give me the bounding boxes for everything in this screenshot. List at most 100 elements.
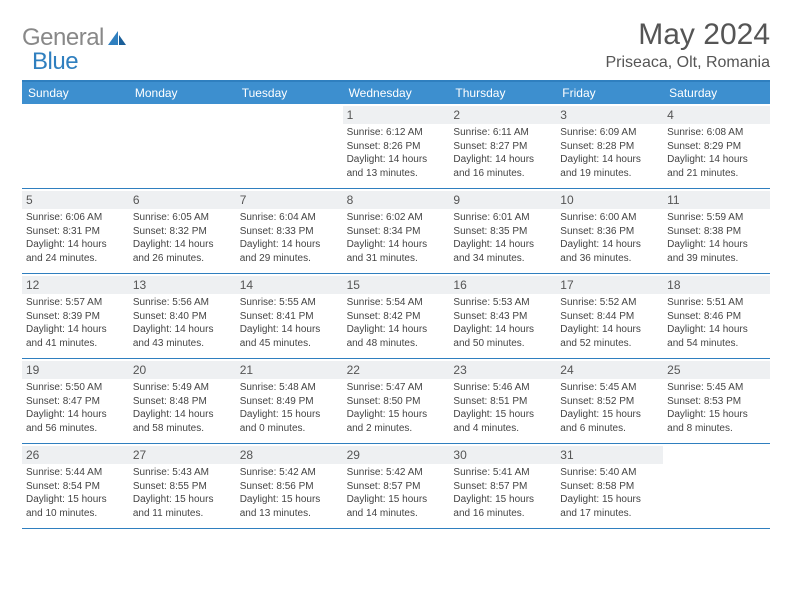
day-sunrise: Sunrise: 6:00 AM [560, 211, 659, 225]
day-sunset: Sunset: 8:42 PM [347, 310, 446, 324]
day-cell [129, 104, 236, 188]
day-sunrise: Sunrise: 5:55 AM [240, 296, 339, 310]
day-day2: and 54 minutes. [667, 337, 766, 351]
day-sunrise: Sunrise: 5:45 AM [560, 381, 659, 395]
day-cell: 24Sunrise: 5:45 AMSunset: 8:52 PMDayligh… [556, 359, 663, 443]
day-body: Sunrise: 5:50 AMSunset: 8:47 PMDaylight:… [26, 381, 125, 435]
day-cell: 10 Sunrise: 6:00 AMSunset: 8:36 PMDayligh… [556, 189, 663, 273]
day-number: 26 [22, 446, 129, 464]
day-number: 9 [449, 191, 556, 209]
week-row: 19Sunrise: 5:50 AMSunset: 8:47 PMDayligh… [22, 359, 770, 444]
day-sunset: Sunset: 8:35 PM [453, 225, 552, 239]
day-body: Sunrise: 6:08 AMSunset: 8:29 PMDaylight:… [667, 126, 766, 180]
day-day1: Daylight: 14 hours [667, 323, 766, 337]
logo: General [22, 18, 130, 52]
day-cell: 21Sunrise: 5:48 AMSunset: 8:49 PMDayligh… [236, 359, 343, 443]
day-day2: and 36 minutes. [560, 252, 659, 266]
day-sunrise: Sunrise: 6:04 AM [240, 211, 339, 225]
day-body: Sunrise: 5:56 AMSunset: 8:40 PMDaylight:… [133, 296, 232, 350]
day-day1: Daylight: 14 hours [560, 323, 659, 337]
day-sunrise: Sunrise: 6:05 AM [133, 211, 232, 225]
day-sunrise: Sunrise: 5:43 AM [133, 466, 232, 480]
day-day2: and 17 minutes. [560, 507, 659, 521]
day-sunset: Sunset: 8:33 PM [240, 225, 339, 239]
day-body: Sunrise: 5:44 AMSunset: 8:54 PMDaylight:… [26, 466, 125, 520]
day-number: 25 [663, 361, 770, 379]
day-day1: Daylight: 15 hours [240, 408, 339, 422]
day-body: Sunrise: 5:51 AMSunset: 8:46 PMDaylight:… [667, 296, 766, 350]
day-cell: 1Sunrise: 6:12 AMSunset: 8:26 PMDaylight… [343, 104, 450, 188]
weekday-saturday: Saturday [663, 82, 770, 104]
day-number: 7 [236, 191, 343, 209]
logo-text-blue: Blue [32, 48, 78, 75]
day-sunrise: Sunrise: 5:47 AM [347, 381, 446, 395]
day-cell: 7Sunrise: 6:04 AMSunset: 8:33 PMDaylight… [236, 189, 343, 273]
day-day1: Daylight: 15 hours [240, 493, 339, 507]
day-day1: Daylight: 14 hours [133, 238, 232, 252]
day-sunrise: Sunrise: 5:51 AM [667, 296, 766, 310]
day-day2: and 26 minutes. [133, 252, 232, 266]
day-sunrise: Sunrise: 5:42 AM [240, 466, 339, 480]
day-sunset: Sunset: 8:29 PM [667, 140, 766, 154]
day-sunset: Sunset: 8:46 PM [667, 310, 766, 324]
day-body: Sunrise: 5:52 AMSunset: 8:44 PMDaylight:… [560, 296, 659, 350]
day-day1: Daylight: 14 hours [667, 153, 766, 167]
weekday-wednesday: Wednesday [343, 82, 450, 104]
day-sunset: Sunset: 8:44 PM [560, 310, 659, 324]
day-number: 22 [343, 361, 450, 379]
day-day2: and 43 minutes. [133, 337, 232, 351]
day-sunrise: Sunrise: 5:57 AM [26, 296, 125, 310]
day-day2: and 41 minutes. [26, 337, 125, 351]
day-sunset: Sunset: 8:36 PM [560, 225, 659, 239]
location: Priseaca, Olt, Romania [605, 54, 770, 72]
day-sunrise: Sunrise: 5:46 AM [453, 381, 552, 395]
day-cell [663, 444, 770, 528]
day-body: Sunrise: 5:54 AMSunset: 8:42 PMDaylight:… [347, 296, 446, 350]
day-day1: Daylight: 14 hours [560, 238, 659, 252]
day-body: Sunrise: 5:40 AMSunset: 8:58 PMDaylight:… [560, 466, 659, 520]
day-cell: 25 Sunrise: 5:45 AMSunset: 8:53 PMDayligh… [663, 359, 770, 443]
weekday-thursday: Thursday [449, 82, 556, 104]
day-day1: Daylight: 14 hours [453, 238, 552, 252]
day-sunset: Sunset: 8:58 PM [560, 480, 659, 494]
day-sunset: Sunset: 8:27 PM [453, 140, 552, 154]
day-day1: Daylight: 14 hours [26, 238, 125, 252]
day-number: 13 [129, 276, 236, 294]
day-number: 30 [449, 446, 556, 464]
day-cell: 31Sunrise: 5:40 AMSunset: 8:58 PMDayligh… [556, 444, 663, 528]
day-cell: 22Sunrise: 5:47 AMSunset: 8:50 PMDayligh… [343, 359, 450, 443]
day-day1: Daylight: 14 hours [26, 408, 125, 422]
weekday-friday: Friday [556, 82, 663, 104]
day-number: 10 [556, 191, 663, 209]
day-number: 1 [343, 106, 450, 124]
day-day2: and 4 minutes. [453, 422, 552, 436]
title-block: May 2024 Priseaca, Olt, Romania [605, 18, 770, 72]
day-sunrise: Sunrise: 5:59 AM [667, 211, 766, 225]
day-cell: 30Sunrise: 5:41 AMSunset: 8:57 PMDayligh… [449, 444, 556, 528]
day-cell: 20Sunrise: 5:49 AMSunset: 8:48 PMDayligh… [129, 359, 236, 443]
day-day1: Daylight: 15 hours [26, 493, 125, 507]
week-row: 5Sunrise: 6:06 AMSunset: 8:31 PMDaylight… [22, 189, 770, 274]
day-body: Sunrise: 5:45 AMSunset: 8:53 PMDaylight:… [667, 381, 766, 435]
day-cell: 5Sunrise: 6:06 AMSunset: 8:31 PMDaylight… [22, 189, 129, 273]
day-body: Sunrise: 5:48 AMSunset: 8:49 PMDaylight:… [240, 381, 339, 435]
day-body: Sunrise: 6:02 AMSunset: 8:34 PMDaylight:… [347, 211, 446, 265]
day-cell: 17 Sunrise: 5:52 AMSunset: 8:44 PMDayligh… [556, 274, 663, 358]
day-sunset: Sunset: 8:57 PM [347, 480, 446, 494]
day-cell: 29Sunrise: 5:42 AMSunset: 8:57 PMDayligh… [343, 444, 450, 528]
weekday-tuesday: Tuesday [236, 82, 343, 104]
day-cell: 2Sunrise: 6:11 AMSunset: 8:27 PMDaylight… [449, 104, 556, 188]
day-sunrise: Sunrise: 5:45 AM [667, 381, 766, 395]
day-day1: Daylight: 15 hours [347, 408, 446, 422]
day-cell: 26 Sunrise: 5:44 AMSunset: 8:54 PMDayligh… [22, 444, 129, 528]
day-body: Sunrise: 5:42 AMSunset: 8:57 PMDaylight:… [347, 466, 446, 520]
day-number: 17 [556, 276, 663, 294]
weekday-header: Sunday Monday Tuesday Wednesday Thursday… [22, 82, 770, 104]
day-day1: Daylight: 14 hours [560, 153, 659, 167]
day-day2: and 52 minutes. [560, 337, 659, 351]
day-sunset: Sunset: 8:57 PM [453, 480, 552, 494]
day-number: 27 [129, 446, 236, 464]
day-day1: Daylight: 14 hours [133, 408, 232, 422]
day-day1: Daylight: 14 hours [347, 238, 446, 252]
day-sunset: Sunset: 8:56 PM [240, 480, 339, 494]
